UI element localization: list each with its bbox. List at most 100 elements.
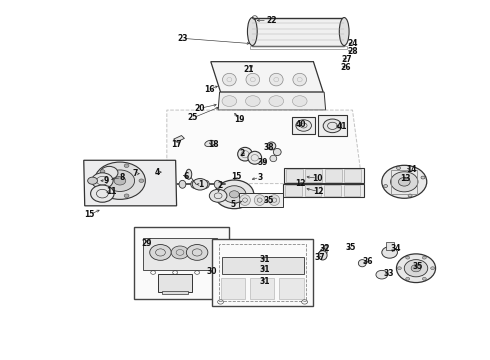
Text: 31: 31 (259, 265, 270, 274)
Circle shape (92, 173, 113, 189)
Text: 37: 37 (315, 253, 325, 262)
Ellipse shape (245, 96, 260, 107)
Circle shape (124, 194, 129, 198)
Ellipse shape (179, 180, 186, 188)
Text: 40: 40 (295, 120, 306, 129)
Ellipse shape (296, 120, 312, 131)
Circle shape (398, 177, 410, 186)
Polygon shape (218, 92, 326, 110)
Circle shape (404, 260, 428, 277)
Ellipse shape (238, 147, 252, 161)
Polygon shape (211, 62, 323, 92)
Polygon shape (167, 110, 362, 184)
Ellipse shape (358, 260, 366, 267)
Text: 23: 23 (177, 34, 188, 43)
Text: 31: 31 (259, 276, 270, 285)
Ellipse shape (246, 73, 260, 86)
Ellipse shape (323, 119, 342, 133)
Bar (325, 169, 342, 182)
Bar (318, 116, 346, 136)
Bar (162, 291, 188, 294)
Text: 14: 14 (406, 165, 416, 174)
Text: 6: 6 (184, 172, 189, 181)
Polygon shape (84, 160, 176, 206)
Circle shape (171, 246, 189, 259)
Bar (250, 45, 346, 49)
Bar (292, 117, 316, 134)
Text: 39: 39 (257, 158, 268, 167)
Text: 15: 15 (231, 172, 242, 181)
Polygon shape (173, 135, 184, 142)
Text: 20: 20 (195, 104, 205, 113)
Text: 22: 22 (267, 16, 277, 25)
Ellipse shape (191, 180, 197, 188)
Ellipse shape (214, 180, 221, 188)
Circle shape (215, 180, 254, 209)
Ellipse shape (240, 195, 250, 206)
Circle shape (376, 270, 388, 279)
Bar (221, 257, 304, 274)
Text: 35: 35 (345, 243, 356, 252)
Ellipse shape (273, 148, 281, 156)
Circle shape (229, 191, 239, 198)
Text: 2: 2 (240, 149, 245, 158)
Bar (158, 274, 192, 292)
Text: 21: 21 (244, 65, 254, 74)
Bar (285, 185, 302, 196)
Text: 27: 27 (342, 55, 352, 64)
Text: 3: 3 (257, 173, 262, 182)
Text: 9: 9 (103, 176, 109, 185)
Circle shape (421, 176, 425, 179)
Ellipse shape (222, 96, 237, 107)
Circle shape (186, 244, 208, 260)
Ellipse shape (293, 96, 307, 107)
Ellipse shape (270, 73, 283, 86)
Text: 12: 12 (295, 179, 306, 188)
Text: 8: 8 (119, 173, 124, 182)
Ellipse shape (186, 169, 192, 179)
Text: 26: 26 (341, 63, 351, 72)
Circle shape (408, 194, 412, 197)
Bar (220, 278, 245, 299)
Text: 35: 35 (263, 196, 273, 205)
Text: 16: 16 (204, 85, 215, 94)
Circle shape (139, 179, 144, 183)
Circle shape (406, 277, 410, 280)
Ellipse shape (247, 18, 257, 45)
Circle shape (411, 265, 421, 272)
Polygon shape (284, 168, 364, 183)
Circle shape (105, 170, 135, 192)
Circle shape (100, 188, 105, 192)
Polygon shape (283, 184, 364, 197)
Circle shape (100, 166, 118, 179)
Bar (250, 278, 274, 299)
Ellipse shape (202, 180, 209, 188)
Ellipse shape (293, 73, 307, 86)
Bar (239, 193, 283, 207)
Text: 19: 19 (234, 115, 245, 124)
Bar (305, 185, 321, 196)
Ellipse shape (339, 18, 349, 45)
Ellipse shape (269, 96, 284, 107)
Ellipse shape (269, 195, 280, 206)
Bar (343, 185, 360, 196)
Bar (212, 239, 314, 306)
Bar (324, 185, 341, 196)
Circle shape (88, 177, 98, 184)
Text: 31: 31 (259, 255, 270, 264)
Bar (252, 18, 344, 45)
Circle shape (222, 186, 246, 203)
Circle shape (397, 267, 401, 270)
Text: 10: 10 (312, 174, 322, 183)
Ellipse shape (254, 195, 265, 206)
Circle shape (384, 185, 388, 188)
Bar (391, 170, 417, 194)
Text: 13: 13 (400, 175, 411, 184)
Text: 32: 32 (320, 244, 330, 253)
Ellipse shape (205, 140, 215, 147)
Bar (279, 278, 304, 299)
Circle shape (431, 267, 435, 270)
Text: 29: 29 (141, 239, 151, 248)
Bar (386, 242, 393, 250)
Text: 36: 36 (363, 257, 373, 266)
